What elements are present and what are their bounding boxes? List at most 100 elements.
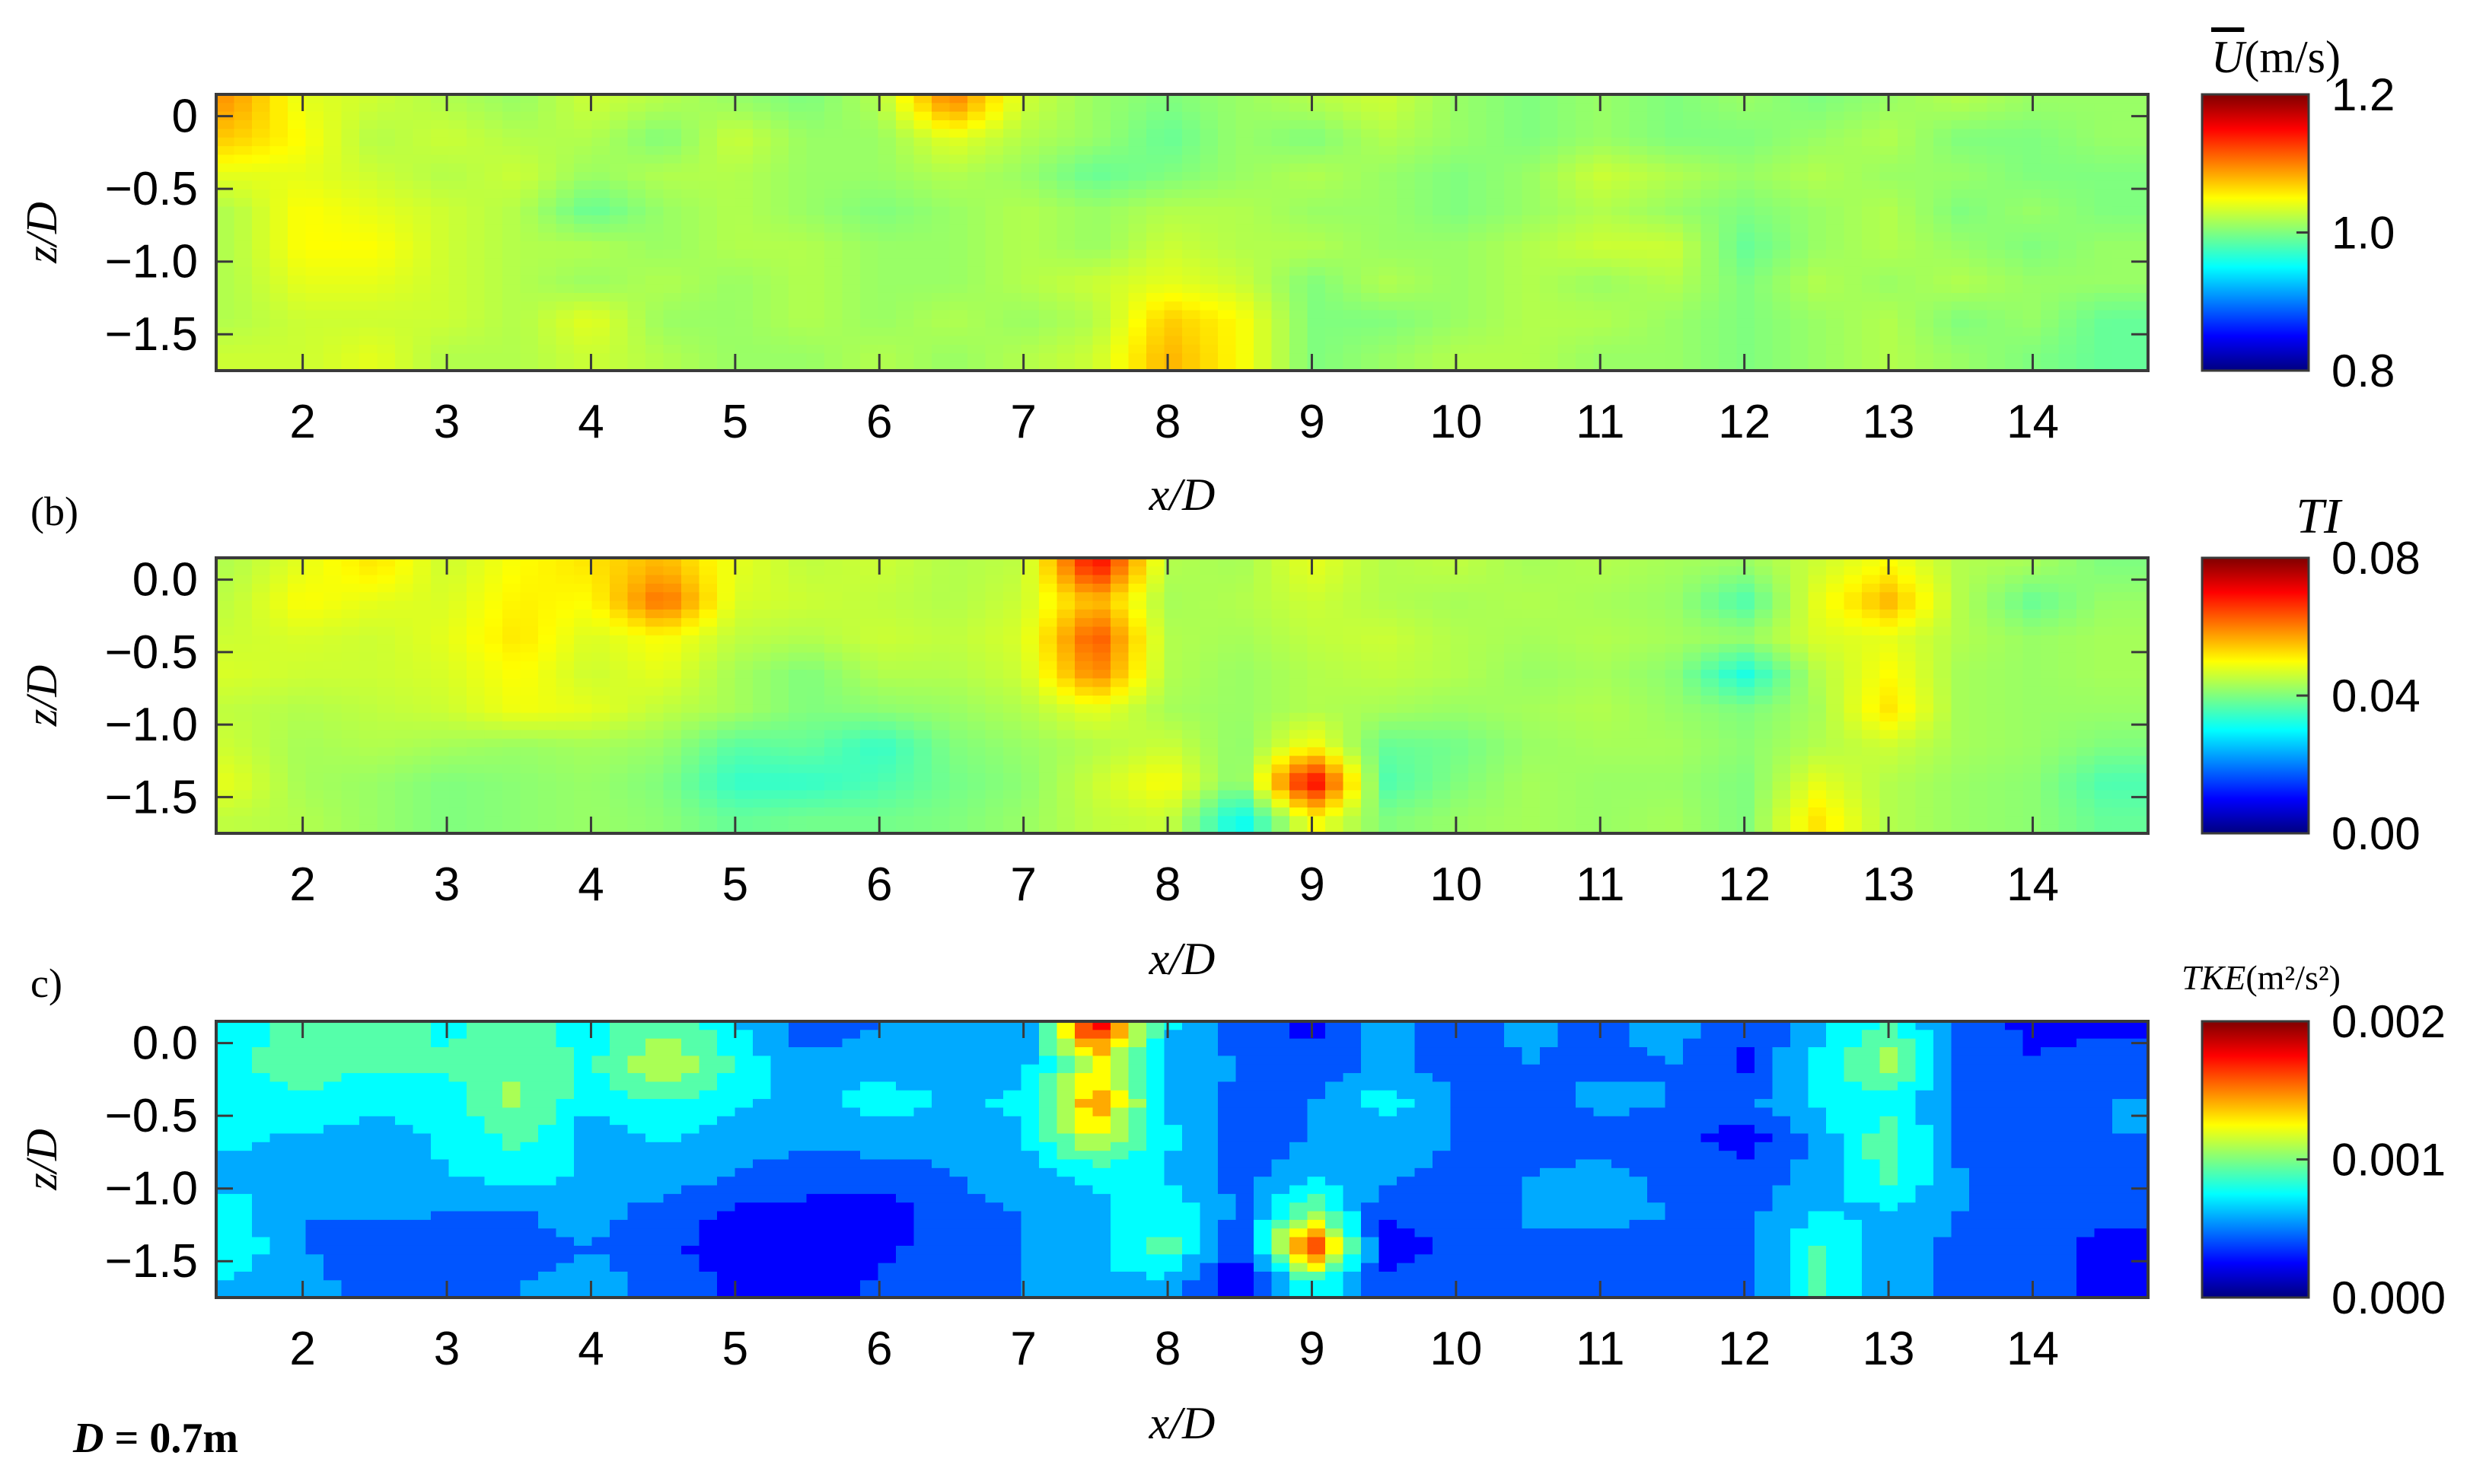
heatmap-cell xyxy=(806,652,825,662)
heatmap-cell xyxy=(842,180,861,190)
heatmap-cell xyxy=(1557,275,1576,285)
heatmap-cell xyxy=(681,120,700,130)
heatmap-cell xyxy=(663,129,682,139)
heatmap-cell xyxy=(502,180,521,190)
heatmap-cell xyxy=(484,266,503,277)
heatmap-cell xyxy=(413,301,432,311)
heatmap-cell xyxy=(1254,250,1273,260)
heatmap-cell xyxy=(789,566,808,576)
heatmap-cell xyxy=(538,310,557,320)
heatmap-cell xyxy=(1057,344,1076,355)
heatmap-cell xyxy=(1522,275,1541,285)
heatmap-cell xyxy=(484,678,503,688)
heatmap-cell xyxy=(288,756,307,766)
heatmap-cell xyxy=(878,782,897,791)
heatmap-cell xyxy=(770,94,789,104)
heatmap-cell xyxy=(2041,94,2060,104)
heatmap-cell xyxy=(717,583,736,594)
heatmap-cell xyxy=(502,232,521,242)
heatmap-cell xyxy=(1486,250,1505,260)
heatmap-cell xyxy=(502,756,521,766)
heatmap-cell xyxy=(967,635,986,645)
heatmap-cell xyxy=(1629,284,1648,294)
heatmap-cell xyxy=(395,670,414,680)
heatmap-cell xyxy=(520,154,539,164)
heatmap-cell xyxy=(770,678,789,688)
heatmap-cell xyxy=(663,618,682,628)
heatmap-cell xyxy=(234,566,253,576)
heatmap-cell xyxy=(467,816,486,826)
heatmap-cell xyxy=(1647,137,1666,147)
heatmap-cell xyxy=(431,137,450,147)
heatmap-cell xyxy=(502,790,521,800)
heatmap-cell xyxy=(913,730,932,740)
heatmap-cell xyxy=(252,686,271,696)
heatmap-cell xyxy=(2130,137,2149,147)
heatmap-cell xyxy=(1862,240,1881,250)
heatmap-cell xyxy=(1325,129,1344,139)
heatmap-cell xyxy=(985,146,1004,156)
heatmap-cell xyxy=(1039,250,1058,260)
heatmap-cell xyxy=(1486,284,1505,294)
heatmap-cell xyxy=(1879,327,1898,337)
heatmap-cell xyxy=(932,250,951,260)
heatmap-cell xyxy=(1092,301,1111,311)
heatmap-cell xyxy=(1862,154,1881,164)
heatmap-cell xyxy=(753,146,772,156)
heatmap-cell xyxy=(305,163,324,173)
heatmap-cell xyxy=(2130,180,2149,190)
heatmap-cell xyxy=(1844,215,1863,225)
heatmap-cell xyxy=(377,696,396,705)
heatmap-cell xyxy=(502,189,521,199)
heatmap-cell xyxy=(305,224,324,234)
heatmap-cell xyxy=(1826,344,1845,355)
heatmap-cell xyxy=(341,721,360,731)
heatmap-cell xyxy=(2130,215,2149,225)
heatmap-cell xyxy=(1235,198,1254,208)
heatmap-cell xyxy=(269,94,288,104)
heatmap-cell xyxy=(789,609,808,619)
heatmap-cell xyxy=(681,198,700,208)
heatmap-cell xyxy=(1397,344,1416,355)
heatmap-cell xyxy=(1862,198,1881,208)
heatmap-cell xyxy=(1736,310,1755,320)
heatmap-cell xyxy=(574,592,593,602)
heatmap-cell xyxy=(1879,198,1898,208)
heatmap-cell xyxy=(985,566,1004,576)
heatmap-cell xyxy=(1879,318,1898,329)
heatmap-cell xyxy=(1307,189,1326,199)
heatmap-cell xyxy=(1182,146,1201,156)
heatmap-cell xyxy=(413,583,432,594)
heatmap-cell xyxy=(1039,240,1058,250)
heatmap-cell xyxy=(1700,292,1719,303)
heatmap-cell xyxy=(1772,284,1791,294)
heatmap-cell xyxy=(502,250,521,260)
heatmap-cell xyxy=(770,566,789,576)
heatmap-cell xyxy=(985,600,1004,610)
heatmap-cell xyxy=(1164,120,1183,130)
heatmap-cell xyxy=(359,284,378,294)
heatmap-cell xyxy=(735,738,754,748)
heatmap-cell xyxy=(1951,275,1970,285)
heatmap-cell xyxy=(985,575,1004,584)
heatmap-cell xyxy=(2130,103,2149,113)
heatmap-cell xyxy=(878,318,897,329)
heatmap-cell xyxy=(896,696,915,705)
heatmap-cell xyxy=(1003,635,1022,645)
y-axis-label: z/D xyxy=(17,202,66,264)
heatmap-cell xyxy=(1898,103,1917,113)
heatmap-cell xyxy=(574,798,593,808)
heatmap-cell xyxy=(1844,266,1863,277)
heatmap-cell xyxy=(1128,284,1147,294)
heatmap-cell xyxy=(520,583,539,594)
heatmap-cell xyxy=(1021,738,1040,748)
heatmap-cell xyxy=(735,626,754,636)
heatmap-cell xyxy=(341,284,360,294)
heatmap-cell xyxy=(288,198,307,208)
heatmap-cell xyxy=(753,566,772,576)
heatmap-cell xyxy=(323,798,343,808)
heatmap-cell xyxy=(717,250,736,260)
heatmap-cell xyxy=(1987,224,2006,234)
heatmap-cell xyxy=(770,344,789,355)
heatmap-cell xyxy=(288,240,307,250)
